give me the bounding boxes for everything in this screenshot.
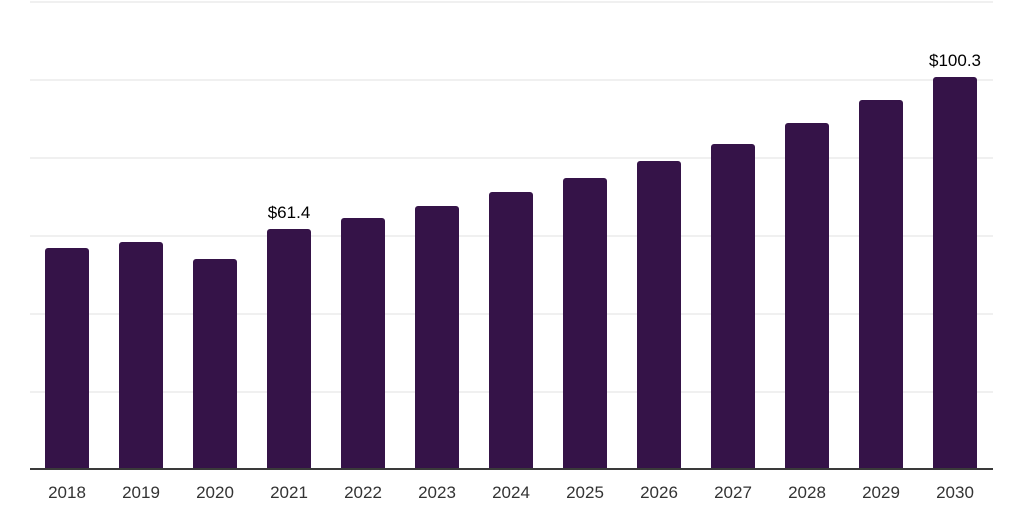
gridline-y-80 bbox=[30, 157, 993, 159]
bar-2022 bbox=[341, 218, 385, 468]
x-tick-label-2028: 2028 bbox=[788, 483, 826, 502]
x-tick-label-2019: 2019 bbox=[122, 483, 160, 502]
bar-2018 bbox=[45, 248, 89, 468]
plot-area: $61.4 $100.3 bbox=[30, 0, 993, 470]
bar-2026 bbox=[637, 161, 681, 468]
x-tick-label-2027: 2027 bbox=[714, 483, 752, 502]
x-tick-label-2026: 2026 bbox=[640, 483, 678, 502]
bar-2023 bbox=[415, 206, 459, 468]
bar-2021 bbox=[267, 228, 311, 468]
bar-2030 bbox=[933, 76, 977, 468]
bar-2019 bbox=[119, 242, 163, 468]
x-tick-label-2021: 2021 bbox=[270, 483, 308, 502]
bar-2028 bbox=[785, 123, 829, 468]
bar-2027 bbox=[711, 143, 755, 468]
x-tick-label-2030: 2030 bbox=[936, 483, 974, 502]
gridline-y-120 bbox=[30, 1, 993, 3]
bar-2029 bbox=[859, 100, 903, 468]
x-tick-label-2023: 2023 bbox=[418, 483, 456, 502]
x-tick-label-2018: 2018 bbox=[48, 483, 86, 502]
x-tick-label-2025: 2025 bbox=[566, 483, 604, 502]
bar-2020 bbox=[193, 258, 237, 468]
bar-2025 bbox=[563, 177, 607, 468]
x-axis-line bbox=[30, 468, 993, 470]
bar-value-label-2030: $100.3 bbox=[929, 51, 981, 71]
x-tick-label-2022: 2022 bbox=[344, 483, 382, 502]
gridline-y-100 bbox=[30, 79, 993, 81]
bar-value-label-2021: $61.4 bbox=[267, 203, 311, 223]
x-tick-label-2024: 2024 bbox=[492, 483, 530, 502]
bar-2024 bbox=[489, 191, 533, 468]
x-tick-label-2029: 2029 bbox=[862, 483, 900, 502]
x-tick-label-2020: 2020 bbox=[196, 483, 234, 502]
